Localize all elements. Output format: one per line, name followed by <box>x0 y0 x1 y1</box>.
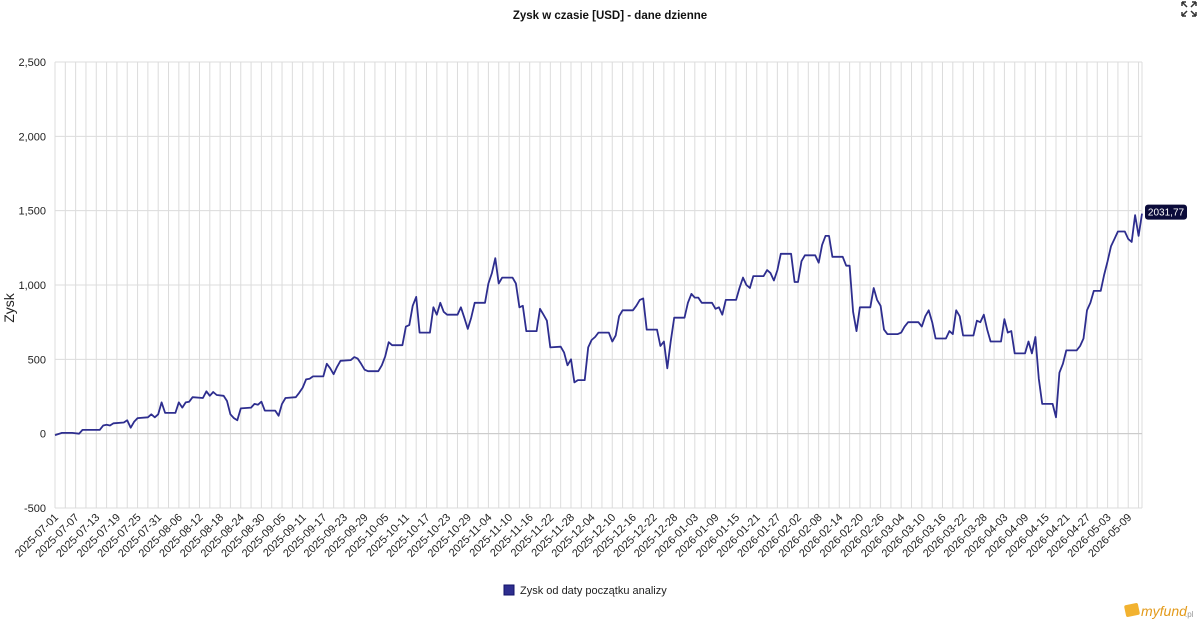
y-tick-label: 1,000 <box>18 280 46 292</box>
end-value-label-text: 2031,77 <box>1148 208 1185 219</box>
y-tick-label: 0 <box>40 429 46 441</box>
legend-swatch <box>503 584 515 596</box>
brand-suffix: .pl <box>1185 610 1194 619</box>
horizontal-grid <box>55 61 1142 509</box>
brand-logo: myfund .pl <box>1124 603 1194 619</box>
series-line <box>54 213 1143 437</box>
x-axis-ticks: 2025-07-012025-07-072025-07-132025-07-19… <box>13 512 1135 560</box>
series-layer <box>54 213 1143 437</box>
y-tick-label: 1,500 <box>18 206 46 218</box>
fullscreen-icon[interactable] <box>1181 1 1197 17</box>
wallet-icon <box>1124 603 1140 617</box>
legend-label: Zysk od daty początku analizy <box>520 585 667 597</box>
chart-title: Zysk w czasie [USD] - dane dzienne <box>513 10 707 22</box>
y-tick-label: 2,000 <box>18 131 46 143</box>
brand-name: myfund <box>1141 603 1188 619</box>
end-value-label-bg <box>1145 204 1187 220</box>
end-value-label: 2031,77 <box>1145 204 1187 220</box>
y-tick-label: -500 <box>24 503 46 515</box>
y-tick-label: 2,500 <box>18 57 46 69</box>
legend[interactable]: Zysk od daty początku analizy <box>503 584 667 597</box>
y-tick-label: 500 <box>28 354 46 366</box>
y-axis-label: Zysk <box>1 292 17 323</box>
y-axis-ticks: -500 0 500 1,000 1,500 2,000 2,500 <box>18 57 46 515</box>
